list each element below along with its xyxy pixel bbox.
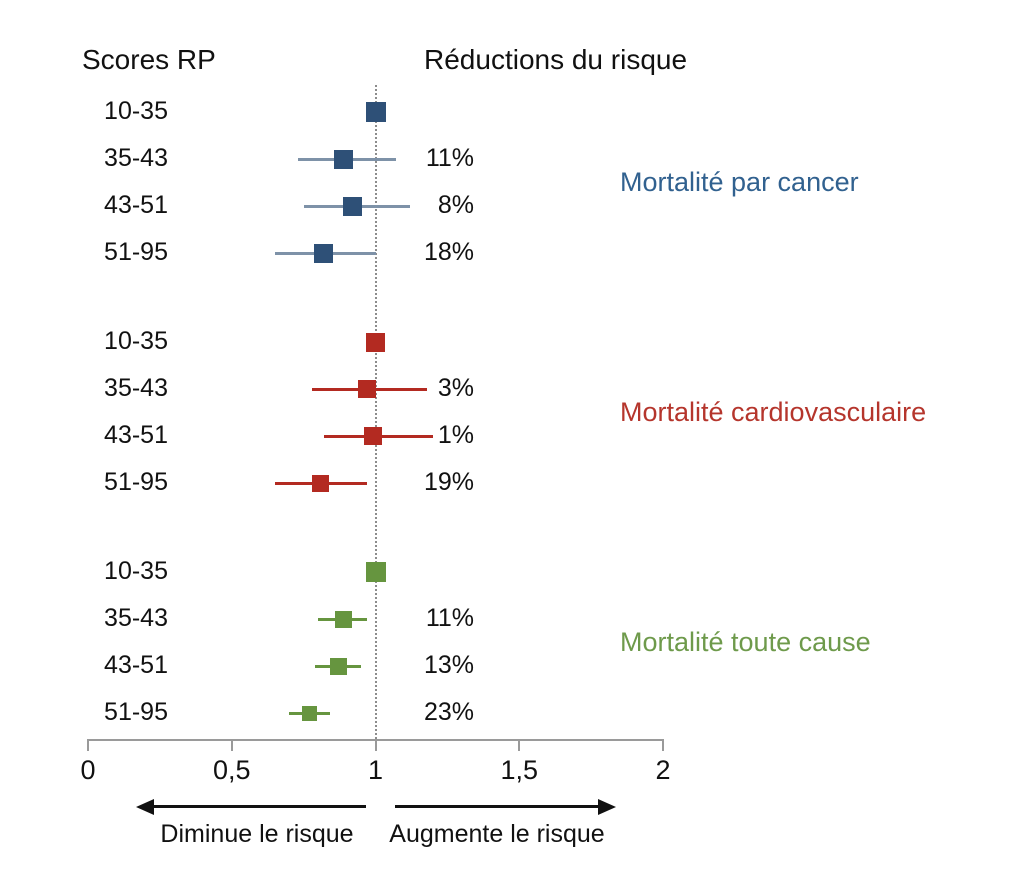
risk-marker (335, 610, 353, 628)
risk-marker (312, 474, 330, 492)
axis-tick-label: 1,5 (500, 755, 539, 785)
increase-arrow-icon (598, 799, 616, 815)
score-label: 10-35 (104, 327, 168, 355)
axis-tick-label: 1 (367, 755, 384, 785)
score-label: 35-43 (104, 144, 168, 172)
reduction-label: 18% (423, 238, 474, 266)
axis-tick (87, 739, 89, 751)
axis-tick-label: 0 (80, 755, 96, 785)
decrease-arrow-icon (136, 799, 154, 815)
axis-tick (518, 739, 521, 751)
scores-column-header: Scores RP (82, 44, 216, 75)
risk-marker (363, 427, 382, 445)
score-label: 43-51 (104, 191, 168, 219)
decrease-arrow-shaft (152, 805, 366, 808)
reduction-label: 11% (425, 144, 474, 172)
risk-marker (357, 380, 376, 398)
axis-tick (374, 739, 377, 751)
reduction-label: 11% (425, 604, 474, 632)
risk-marker (366, 332, 385, 352)
axis-tick-label: 2 (655, 755, 671, 785)
risk-marker (334, 149, 354, 169)
score-label: 51-95 (104, 698, 168, 726)
reduction-label: 8% (437, 191, 474, 219)
decrease-risk-label: Diminue le risque (160, 820, 354, 848)
reductions-column-header: Réductions du risque (424, 44, 688, 75)
risk-marker (365, 562, 386, 582)
risk-marker (314, 243, 334, 263)
score-label: 10-35 (104, 557, 168, 585)
reference-line (374, 85, 377, 739)
reduction-label: 3% (437, 374, 474, 402)
risk-marker (365, 102, 386, 122)
increase-risk-label: Augmente le risque (389, 820, 605, 848)
group-label: Mortalité cardiovasculaire (620, 397, 927, 427)
group-label: Mortalité par cancer (620, 167, 859, 197)
risk-marker (329, 657, 347, 675)
risk-marker (343, 196, 362, 216)
score-label: 10-35 (104, 97, 168, 125)
score-label: 51-95 (104, 468, 168, 496)
score-label: 51-95 (104, 238, 168, 266)
reduction-label: 23% (423, 698, 474, 726)
risk-marker (301, 705, 317, 721)
score-label: 35-43 (104, 374, 168, 402)
score-label: 43-51 (104, 651, 168, 679)
score-label: 43-51 (104, 421, 168, 449)
increase-arrow-shaft (395, 805, 598, 808)
score-label: 35-43 (104, 604, 168, 632)
axis-tick-label: 0,5 (212, 755, 251, 785)
reduction-label: 1% (437, 421, 474, 449)
axis-tick (230, 739, 233, 751)
axis-tick (662, 739, 664, 751)
reduction-label: 19% (423, 468, 474, 496)
reduction-label: 13% (423, 651, 474, 679)
group-label: Mortalité toute cause (620, 627, 871, 657)
